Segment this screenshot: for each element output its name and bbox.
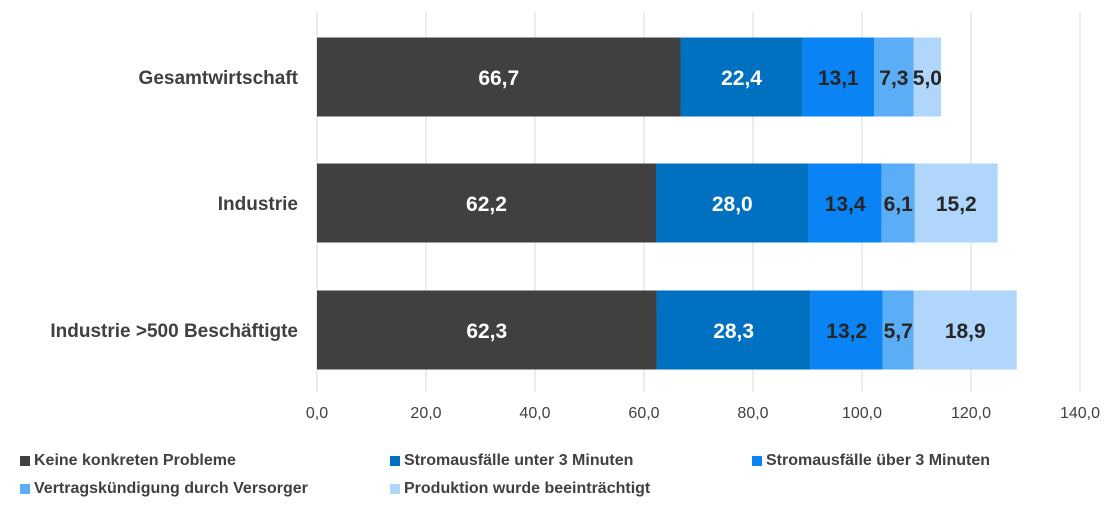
- category-label: Industrie >500 Beschäftigte: [50, 321, 298, 342]
- x-tick-label: 120,0: [951, 405, 991, 422]
- data-label: 7,3: [879, 67, 908, 90]
- bar-segment: [914, 163, 998, 243]
- data-label: 28,0: [712, 193, 753, 216]
- bar-segment: [913, 290, 1017, 370]
- legend-label: Stromausfälle über 3 Minuten: [766, 452, 991, 469]
- data-label: 66,7: [478, 67, 519, 90]
- data-label: 5,0: [913, 67, 942, 90]
- legend-item: Produktion wurde beeinträchtigt: [390, 480, 650, 498]
- data-label: 18,9: [945, 320, 986, 343]
- x-tick-label: 100,0: [842, 405, 882, 422]
- x-tick-label: 140,0: [1060, 405, 1100, 422]
- category-label: Gesamtwirtschaft: [139, 68, 299, 89]
- legend-label: Keine konkreten Probleme: [34, 452, 236, 469]
- legend-swatch: [20, 456, 30, 466]
- bar-segment: [873, 37, 914, 117]
- x-tick-labels: 0,0 20,0 40,0 60,0 80,0 100,0 120,0 140,0: [306, 405, 1100, 422]
- data-label: 13,4: [825, 193, 866, 216]
- bars: 66,7 22,4 13,1 7,3 5,0 62,2 28,0 13,4 6,1 15,2 62,…: [317, 37, 1017, 370]
- bar-segment: [882, 290, 914, 370]
- legend-label: Vertragskündigung durch Versorger: [34, 480, 308, 497]
- data-label: 6,1: [884, 193, 914, 216]
- legend-item: Vertragskündigung durch Versorger: [20, 480, 308, 498]
- legend-swatch: [20, 484, 30, 494]
- bar-segment: [802, 37, 874, 117]
- data-label: 5,7: [884, 320, 913, 343]
- legend-label: Stromausfälle unter 3 Minuten: [404, 452, 634, 469]
- legend-item: Stromausfälle unter 3 Minuten: [390, 452, 633, 470]
- data-label: 62,3: [466, 320, 507, 343]
- category-label: Industrie: [218, 194, 298, 215]
- data-label: 13,2: [826, 320, 867, 343]
- x-tick-label: 20,0: [410, 405, 441, 422]
- bar-segment: [656, 290, 811, 370]
- legend-swatch: [752, 456, 762, 466]
- data-label: 15,2: [936, 193, 977, 216]
- legend-item: Stromausfälle über 3 Minuten: [752, 452, 990, 470]
- x-tick-label: 60,0: [628, 405, 659, 422]
- bar-segment: [680, 37, 803, 117]
- legend-label: Produktion wurde beeinträchtigt: [404, 480, 651, 497]
- bar-segment: [810, 290, 883, 370]
- category-labels: Gesamtwirtschaft Industrie Industrie >500 …: [50, 68, 298, 342]
- legend-item: Keine konkreten Probleme: [20, 452, 236, 470]
- bar-segment: [317, 163, 656, 243]
- legend-swatch: [390, 484, 400, 494]
- bar-segment: [317, 290, 657, 370]
- stacked-bar-chart: 66,7 22,4 13,1 7,3 5,0 62,2 28,0 13,4 6,1 15,2 62,…: [50, 12, 1100, 422]
- x-tick-label: 80,0: [737, 405, 768, 422]
- bar-segment: [913, 37, 942, 117]
- bar-segment: [317, 37, 681, 117]
- x-tick-label: 0,0: [306, 405, 328, 422]
- bar-segment: [881, 163, 915, 243]
- legend-swatch: [390, 456, 400, 466]
- legend: Keine konkreten Probleme Stromausfälle un…: [20, 452, 1100, 506]
- bar-segment: [808, 163, 882, 243]
- x-tick-label: 40,0: [519, 405, 550, 422]
- data-label: 62,2: [466, 193, 507, 216]
- data-label: 28,3: [713, 320, 754, 343]
- bar-segment: [655, 163, 809, 243]
- data-label: 22,4: [721, 67, 762, 90]
- data-label: 13,1: [818, 67, 859, 90]
